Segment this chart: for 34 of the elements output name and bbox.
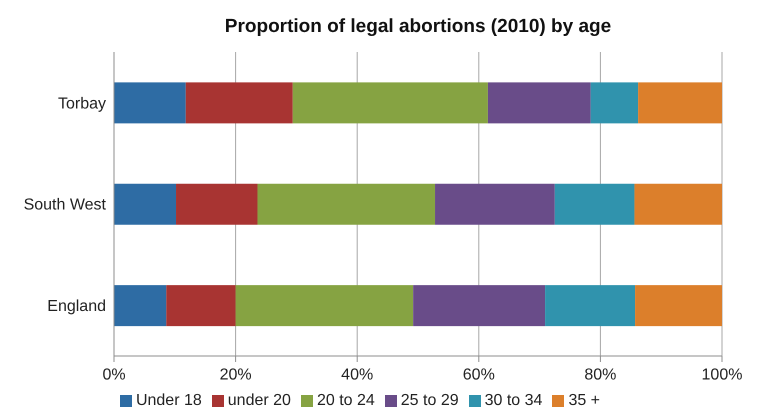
bar	[488, 82, 591, 124]
legend-label: Under 18	[136, 392, 202, 409]
bar	[114, 285, 166, 326]
bar	[634, 184, 722, 225]
chart-title: Proportion of legal abortions (2010) by age	[224, 15, 612, 39]
legend-label: under 20	[228, 392, 291, 409]
y-tick-label: England	[47, 298, 106, 316]
bar	[638, 82, 722, 124]
legend-label: 35 +	[568, 392, 600, 409]
bar	[257, 184, 436, 225]
bar	[114, 82, 186, 124]
bar	[635, 285, 722, 326]
bar	[186, 82, 293, 124]
bar	[554, 184, 634, 225]
bar	[292, 82, 488, 124]
legend-label: 20 to 24	[316, 392, 375, 409]
x-tick-label: 40%	[341, 366, 374, 384]
bar	[545, 285, 636, 326]
y-tick-label: South West	[24, 196, 107, 214]
bar	[236, 285, 414, 326]
y-tick-label: Torbay	[58, 95, 106, 112]
legend-label: 25 to 29	[400, 392, 459, 409]
x-tick-label: 100%	[702, 366, 742, 384]
x-tick-label: 20%	[220, 366, 252, 384]
bar	[176, 184, 258, 225]
x-tick-label: 0%	[102, 366, 126, 384]
bar	[435, 184, 555, 225]
bar	[413, 285, 546, 326]
x-tick-label: 60%	[462, 366, 495, 384]
legend-label: 30 to 34	[484, 392, 542, 409]
bar	[590, 82, 638, 124]
x-tick-label: 80%	[584, 366, 616, 384]
bar	[166, 285, 236, 326]
bar	[114, 184, 176, 225]
